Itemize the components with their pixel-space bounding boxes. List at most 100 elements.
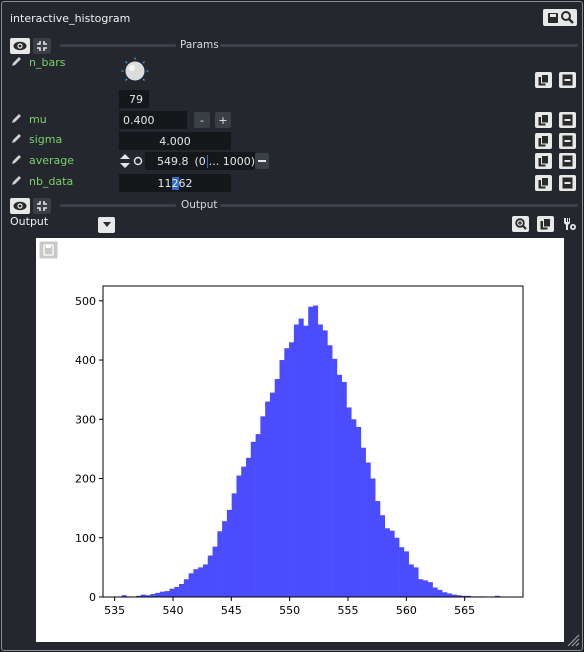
- minus-icon: [562, 135, 573, 147]
- average-range-min: (0: [194, 154, 206, 168]
- histogram-bar: [389, 530, 395, 597]
- histogram-bar: [222, 521, 228, 597]
- mu-value-field[interactable]: 0.400: [119, 111, 187, 129]
- params-section-label: Params: [180, 39, 219, 51]
- histogram-bar: [174, 586, 180, 597]
- histogram-bar: [236, 475, 242, 597]
- histogram-bar: [269, 392, 276, 597]
- output-section-label: Output: [181, 199, 218, 211]
- sigma-value-field[interactable]: 4.000: [119, 132, 231, 150]
- param-label-n-bars: n_bars: [29, 56, 66, 69]
- x-tick-label: 545: [221, 604, 242, 617]
- histogram-bar: [241, 466, 247, 597]
- histogram-bar: [437, 589, 443, 597]
- histogram-bar: [413, 567, 419, 597]
- copy-button-sigma[interactable]: [535, 133, 552, 149]
- pencil-icon[interactable]: [10, 132, 23, 145]
- histogram-bar: [250, 441, 256, 597]
- histogram-bar: [336, 374, 342, 597]
- histogram-bar: [461, 595, 467, 597]
- average-collapse-button[interactable]: [255, 153, 269, 169]
- histogram-bar: [150, 594, 156, 597]
- histogram-bar: [183, 579, 189, 597]
- histogram-bar: [351, 419, 357, 597]
- histogram-bar: [202, 564, 209, 597]
- average-value: 549.8: [157, 154, 189, 168]
- params-visibility-toggle[interactable]: [10, 38, 30, 54]
- nb-data-value-field[interactable]: 11 2 62: [119, 174, 231, 192]
- output-collapse-button[interactable]: [33, 198, 51, 214]
- pencil-icon[interactable]: [10, 174, 23, 187]
- eye-icon: [13, 201, 27, 211]
- minus-icon: [562, 74, 573, 86]
- histogram-bar: [313, 305, 319, 597]
- histogram-bar: [246, 457, 252, 597]
- param-label-sigma: sigma: [29, 133, 63, 146]
- remove-button-sigma[interactable]: [559, 133, 576, 149]
- average-stepper[interactable]: [119, 153, 131, 169]
- resize-grip-icon[interactable]: [566, 633, 580, 647]
- collapse-icon: [37, 201, 47, 211]
- mu-decrement-button[interactable]: -: [194, 112, 210, 128]
- histogram-bar: [303, 325, 309, 597]
- histogram-bar: [179, 583, 185, 597]
- histogram-bar: [442, 592, 448, 597]
- params-separator-right: [220, 44, 578, 47]
- histogram-bar: [360, 447, 366, 597]
- remove-button-average[interactable]: [559, 153, 576, 169]
- histogram-bar: [289, 342, 295, 597]
- remove-button-mu[interactable]: [559, 112, 576, 128]
- histogram-bar: [164, 591, 170, 597]
- n-bars-value-field[interactable]: 79: [119, 90, 149, 108]
- histogram-bar: [322, 330, 328, 597]
- y-tick-label: 100: [75, 532, 96, 545]
- output-dropdown-button[interactable]: [98, 217, 115, 233]
- output-zoom-button[interactable]: [512, 216, 529, 232]
- copy-icon: [538, 114, 549, 126]
- minus-icon: [562, 155, 573, 167]
- minus-icon: [258, 160, 266, 162]
- toggle-icon[interactable]: [133, 156, 143, 166]
- y-tick-label: 400: [75, 354, 96, 367]
- output-separator-left: [60, 204, 176, 207]
- remove-button-n-bars[interactable]: [559, 72, 576, 88]
- histogram-bar: [494, 595, 500, 597]
- remove-button-nb-data[interactable]: [559, 175, 576, 191]
- histogram-bar: [466, 595, 472, 597]
- histogram-bar: [217, 531, 223, 597]
- histogram-bar: [379, 515, 386, 597]
- histogram-bar: [145, 595, 151, 597]
- copy-button-nb-data[interactable]: [535, 175, 552, 191]
- mu-increment-button[interactable]: +: [215, 112, 231, 128]
- copy-button-n-bars[interactable]: [535, 72, 552, 88]
- histogram-bar: [140, 594, 146, 597]
- x-tick-label: 560: [396, 604, 417, 617]
- save-icon[interactable]: [39, 241, 58, 259]
- tool-icon[interactable]: [561, 216, 577, 232]
- copy-button-mu[interactable]: [535, 112, 552, 128]
- histogram-bar: [408, 564, 414, 597]
- pencil-icon[interactable]: [10, 153, 23, 166]
- output-copy-button[interactable]: [537, 216, 554, 232]
- pencil-icon[interactable]: [10, 112, 23, 125]
- window-tools-button[interactable]: [543, 9, 577, 26]
- histogram-bar: [456, 595, 462, 597]
- histogram-bar: [155, 592, 161, 597]
- histogram-bar: [384, 528, 390, 597]
- params-collapse-button[interactable]: [33, 38, 51, 54]
- histogram-bar: [193, 569, 199, 597]
- average-value-field[interactable]: 549.8 (0... 1000): [145, 152, 255, 170]
- output-visibility-toggle[interactable]: [10, 198, 30, 214]
- histogram-bar: [327, 345, 333, 597]
- n-bars-dial[interactable]: [120, 56, 150, 86]
- minus-icon: [562, 114, 573, 126]
- pencil-icon[interactable]: [10, 55, 23, 68]
- search-icon: [560, 11, 574, 24]
- copy-icon: [538, 135, 549, 147]
- copy-button-average[interactable]: [535, 153, 552, 169]
- histogram-bar: [198, 567, 204, 597]
- histogram-bar: [403, 551, 409, 597]
- param-label-mu: mu: [29, 113, 47, 126]
- histogram-bar: [375, 501, 381, 597]
